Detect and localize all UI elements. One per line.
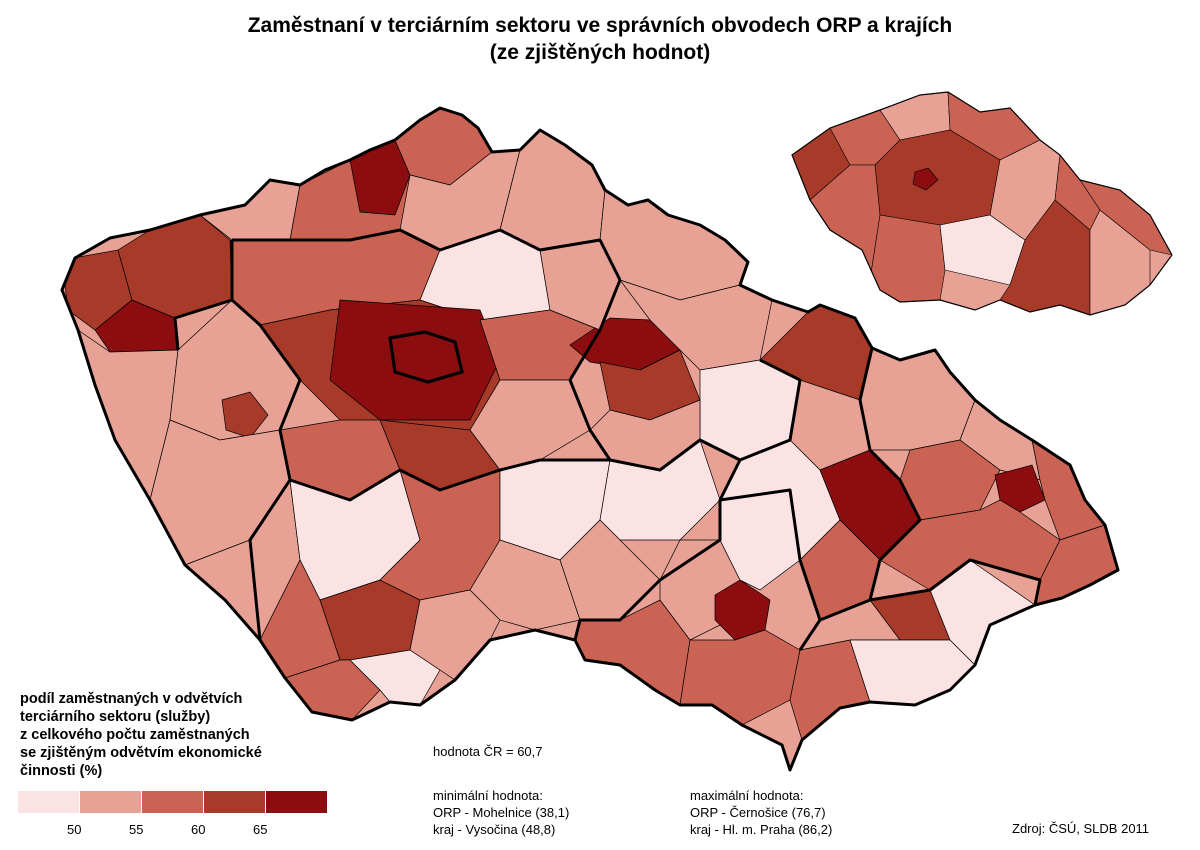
kraj-praha	[912, 167, 939, 191]
district-ostrava	[994, 464, 1046, 513]
legend-tick: 60	[191, 822, 206, 837]
minimum-block: minimální hodnota: ORP - Mohelnice (38,1…	[433, 787, 569, 838]
district-liberec	[499, 129, 606, 251]
kraj-boundaries	[60, 106, 1120, 772]
title-line-2: (ze zjištěných hodnot)	[489, 41, 711, 64]
kraj-border-jc	[289, 458, 610, 502]
kraj-border-zl	[819, 598, 871, 622]
legend-swatch	[266, 791, 327, 813]
kraj-border-kv	[173, 240, 234, 351]
maximum-kraj: kraj - Hl. m. Praha (86,2)	[690, 822, 833, 837]
national-value: hodnota ČR = 60,7	[433, 744, 543, 759]
legend-tick: 65	[253, 822, 268, 837]
legend-title-line: podíl zaměstnaných v odvětvích	[20, 691, 243, 707]
maximum-heading: maximální hodnota:	[690, 788, 804, 803]
orp-districts	[62, 108, 1118, 741]
kraj-border-hk	[568, 279, 622, 381]
kraj-border-jm	[719, 488, 822, 651]
legend-title-line: činnosti (%)	[20, 763, 103, 779]
kraj-border-lb	[499, 228, 622, 281]
legend-title-line: terciárního sektoru (služby)	[20, 709, 211, 725]
district-plzen	[221, 391, 269, 439]
inset-outline	[791, 91, 1173, 316]
kraj-border-pa	[568, 379, 741, 472]
kraj-border-pl	[231, 298, 302, 641]
legend-title: podíl zaměstnaných v odvětvích terciární…	[20, 690, 310, 780]
minimum-heading: minimální hodnota:	[433, 788, 543, 803]
maximum-orp: ORP - Černošice (76,7)	[690, 805, 826, 820]
district-uherske-hradiste	[849, 639, 976, 706]
country-outline	[60, 106, 1120, 772]
inset-kraje	[792, 92, 1172, 315]
legend-swatches	[18, 791, 328, 813]
legend-swatch	[80, 791, 141, 813]
legend-swatch	[204, 791, 265, 813]
title-line-1: Zaměstnaní v terciárním sektoru ve správ…	[247, 14, 953, 37]
legend-tick: 50	[67, 822, 82, 837]
legend-title-line: z celkového počtu zaměstnaných	[20, 727, 250, 743]
kraj-jihocesky	[869, 214, 946, 303]
kraj-border-msk	[858, 347, 1042, 606]
main-map	[60, 106, 1120, 772]
legend-tick: 55	[129, 822, 144, 837]
minimum-orp: ORP - Mohelnice (38,1)	[433, 805, 570, 820]
legend-title-line: se zjištěným odvětvím ekonomické	[20, 745, 262, 761]
kraj-border-ol-w	[739, 358, 802, 462]
map-title: Zaměstnaní v terciárním sektoru ve správ…	[0, 12, 1200, 66]
legend-swatch	[18, 791, 79, 813]
district-bruntal	[859, 347, 976, 451]
maximum-block: maximální hodnota: ORP - Černošice (76,7…	[690, 787, 832, 838]
legend-swatch	[142, 791, 203, 813]
minimum-kraj: kraj - Vysočina (48,8)	[433, 822, 556, 837]
kraj-border-ul	[232, 228, 501, 252]
inset-map	[791, 91, 1173, 316]
source-note: Zdroj: ČSÚ, SLDB 2011	[1012, 821, 1150, 836]
kraj-border-praha	[388, 330, 464, 384]
legend-ticks: 50 55 60 65	[0, 822, 330, 840]
